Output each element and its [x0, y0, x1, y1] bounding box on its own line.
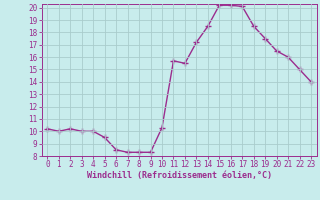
X-axis label: Windchill (Refroidissement éolien,°C): Windchill (Refroidissement éolien,°C) — [87, 171, 272, 180]
